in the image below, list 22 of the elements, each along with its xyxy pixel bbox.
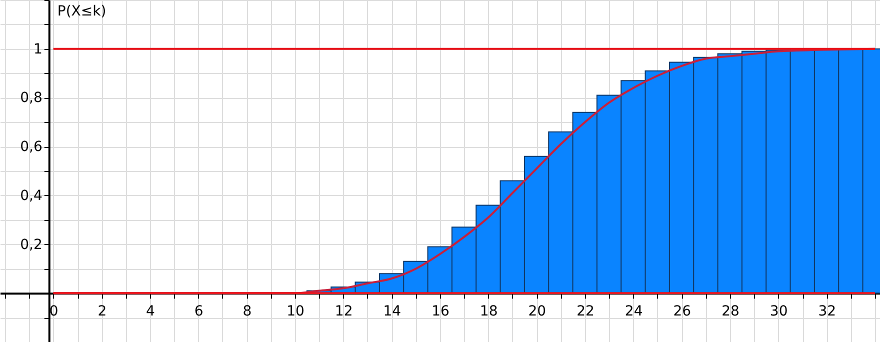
x-tick-label: 28 [722, 304, 740, 320]
y-tick-label: 0,4 [20, 188, 42, 204]
y-tick-label: 0,6 [20, 139, 42, 156]
x-tick-label: 4 [146, 304, 156, 320]
y-axis-title: P(X≤k) [57, 4, 106, 20]
x-tick-label: 16 [432, 304, 450, 320]
y-tick-label: 0,2 [20, 236, 42, 253]
x-tick-label: 10 [286, 304, 304, 320]
x-tick-label: 30 [770, 304, 788, 320]
y-tick-label: 1 [33, 41, 42, 58]
x-tick-label: 22 [576, 304, 594, 320]
x-tick-label: 2 [98, 304, 107, 320]
x-tick-label: 12 [334, 304, 353, 320]
x-tick-label: 20 [528, 304, 546, 320]
x-tick-label: 24 [624, 304, 643, 320]
x-tick-label: 18 [480, 304, 498, 320]
x-tick-label: 32 [818, 304, 836, 320]
x-tick-label: 14 [383, 304, 402, 320]
y-tick-label: 0,8 [20, 90, 42, 106]
x-tick-label: 8 [242, 304, 252, 320]
x-tick-label: 26 [673, 304, 692, 320]
x-tick-label: 6 [194, 304, 204, 320]
